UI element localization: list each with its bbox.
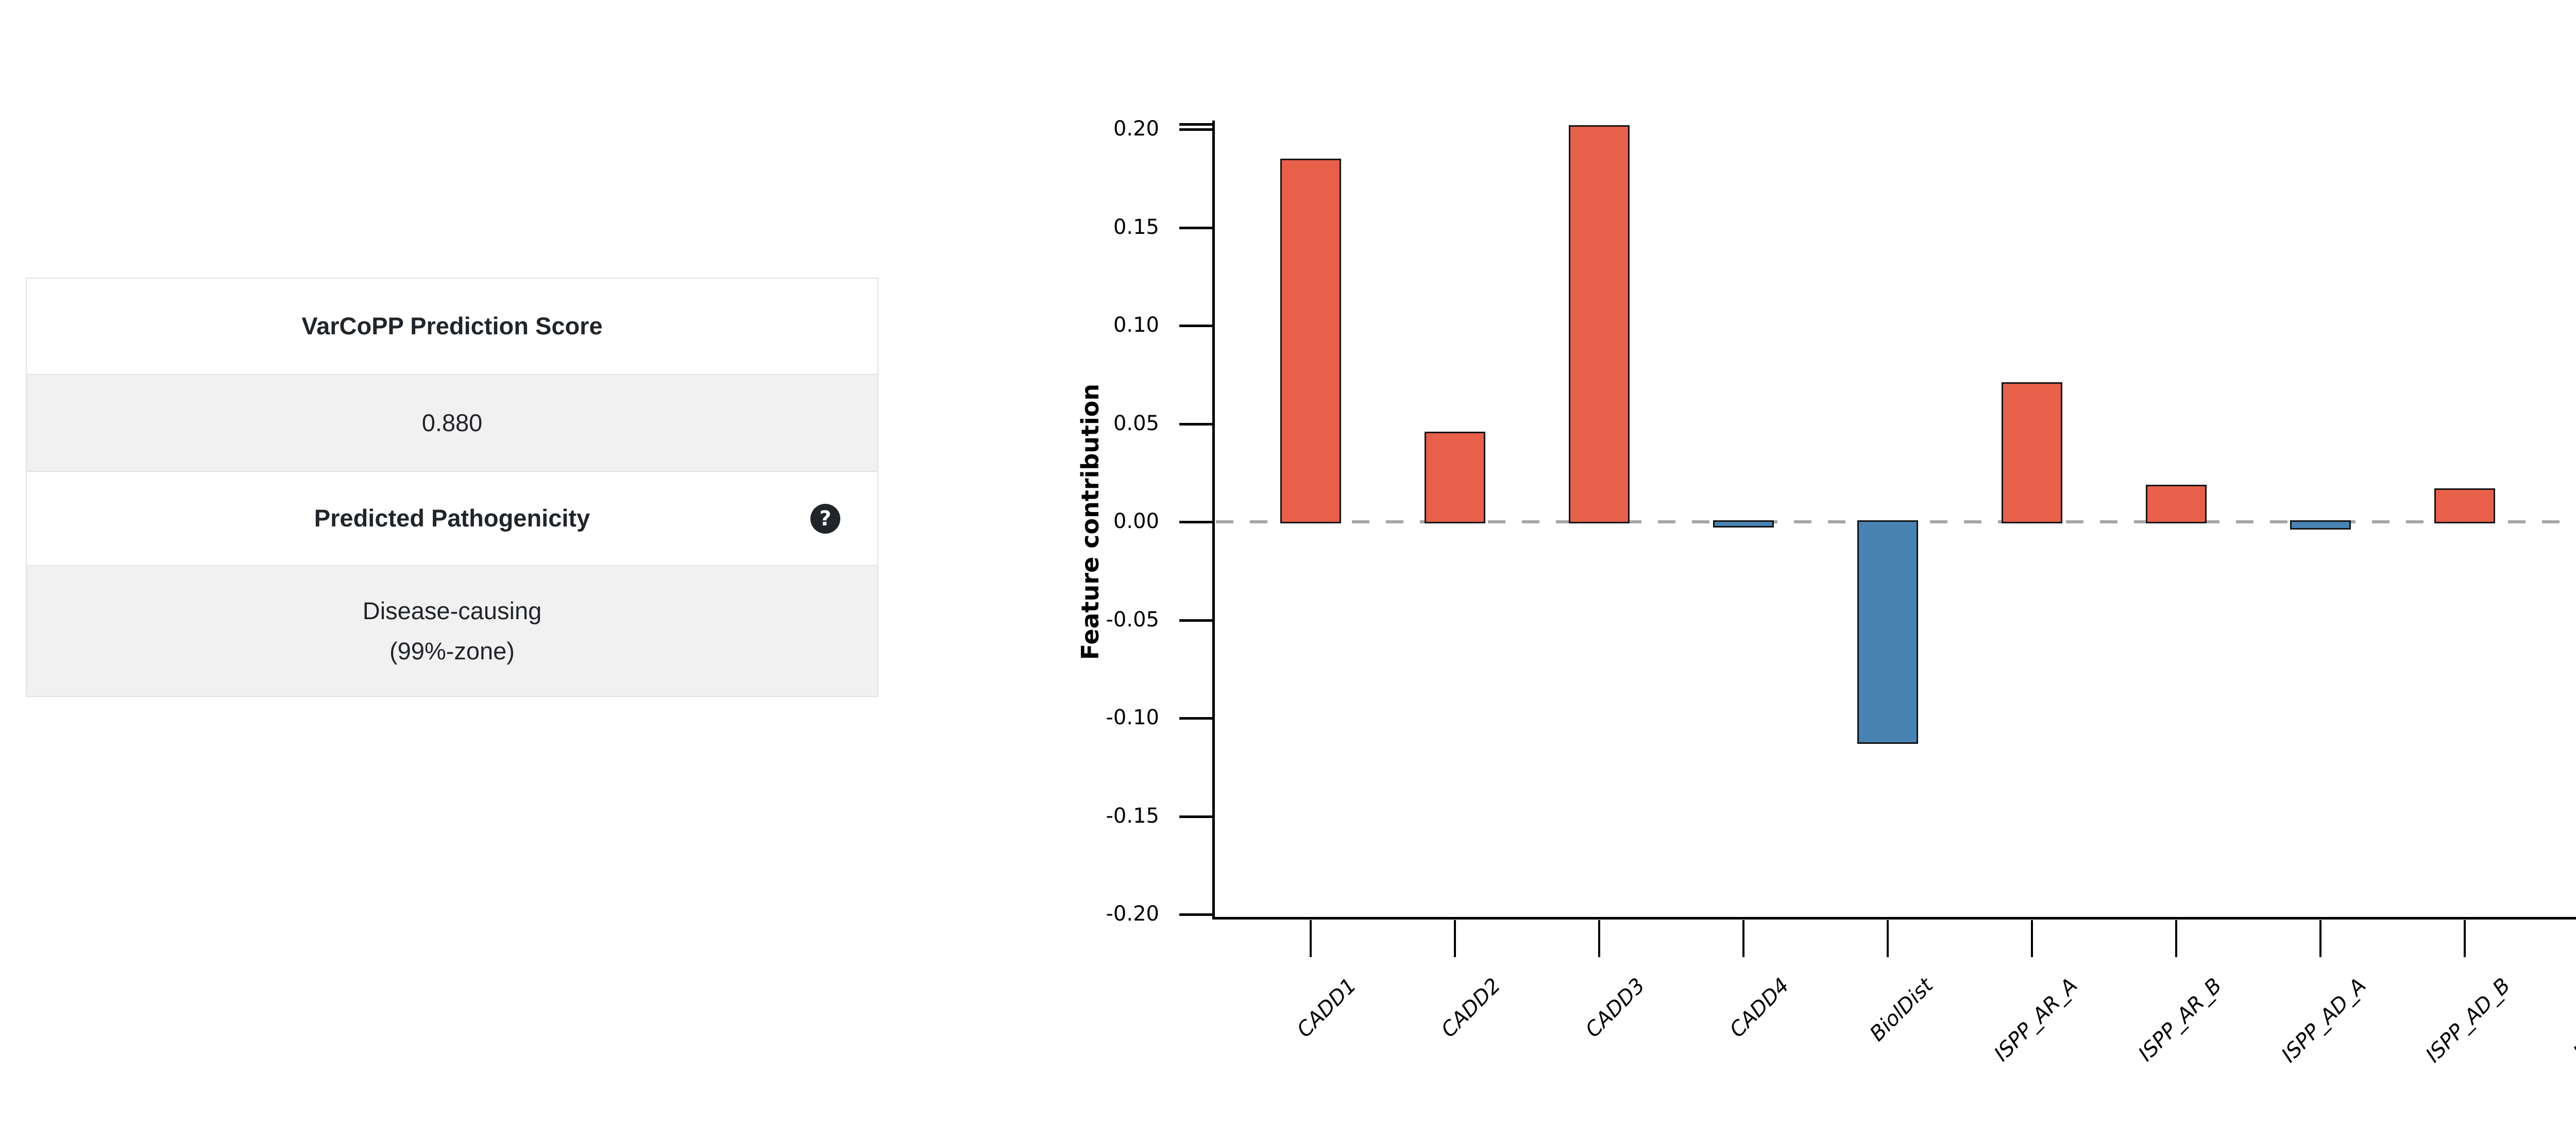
y-tick-label: -0.05 bbox=[1106, 607, 1160, 632]
pathogenicity-header-row: Predicted Pathogenicity ? bbox=[27, 472, 877, 566]
y-tick-label: 0.20 bbox=[1113, 117, 1159, 141]
score-value-row: 0.880 bbox=[27, 375, 877, 472]
bar-CADD3 bbox=[1569, 125, 1630, 523]
y-tick bbox=[1179, 325, 1212, 327]
y-tick-label: 0.15 bbox=[1113, 215, 1159, 239]
y-axis-title: Feature contribution bbox=[1076, 383, 1104, 660]
y-tick bbox=[1179, 815, 1212, 818]
x-tick-ISPP_AR_B bbox=[2175, 920, 2177, 957]
y-tick bbox=[1179, 913, 1212, 916]
question-circle-icon[interactable]: ? bbox=[810, 503, 840, 534]
x-tick-label-CADD2: CADD2 bbox=[1436, 974, 1505, 1043]
y-tick bbox=[1179, 521, 1212, 523]
y-tick bbox=[1179, 619, 1212, 622]
bar-ISPP_AR_B bbox=[2146, 484, 2207, 523]
x-tick-CADD1 bbox=[1310, 920, 1312, 957]
y-tick-label: -0.20 bbox=[1106, 902, 1160, 926]
prediction-score-table: VarCoPP Prediction Score 0.880 Predicted… bbox=[26, 278, 878, 697]
bar-ISPP_AD_A bbox=[2290, 520, 2351, 530]
pathogenicity-value-line1: Disease-causing bbox=[362, 597, 542, 624]
pathogenicity-value-row: Disease-causing (99%-zone) bbox=[27, 566, 877, 696]
x-tick-label-ISPP_AR_B: ISPP_AR_B bbox=[2133, 974, 2227, 1066]
x-tick-ISPP_AD_B bbox=[2464, 920, 2466, 957]
x-tick-ISPP_AR_A bbox=[2031, 920, 2033, 957]
bar-ISPP_AD_B bbox=[2434, 488, 2495, 523]
x-tick-label-BiolDist: BiolDist bbox=[1866, 974, 1938, 1046]
x-tick-label-CADD3: CADD3 bbox=[1581, 974, 1650, 1043]
y-tick bbox=[1179, 226, 1212, 229]
bar-CADD4 bbox=[1713, 520, 1774, 528]
x-tick-BiolDist bbox=[1887, 920, 1889, 957]
y-tick bbox=[1179, 128, 1212, 131]
x-tick-label-ISPP_AD_B: ISPP_AD_B bbox=[2421, 974, 2515, 1067]
bar-CADD1 bbox=[1280, 159, 1341, 523]
bar-CADD2 bbox=[1425, 431, 1485, 523]
pathogenicity-header-label: Predicted Pathogenicity bbox=[314, 504, 590, 532]
y-tick-label: 0.00 bbox=[1113, 509, 1159, 534]
y-tick-label: 0.05 bbox=[1113, 411, 1159, 435]
x-tick-CADD4 bbox=[1742, 920, 1744, 957]
x-tick-CADD3 bbox=[1598, 920, 1600, 957]
bar-BiolDist bbox=[1857, 520, 1918, 744]
y-tick-label: -0.10 bbox=[1106, 706, 1160, 730]
y-tick-label: 0.10 bbox=[1113, 313, 1159, 337]
x-tick-label-CADD4: CADD4 bbox=[1725, 974, 1794, 1043]
x-tick-label-ISPP_AR_A: ISPP_AR_A bbox=[1989, 974, 2082, 1066]
score-header-label: VarCoPP Prediction Score bbox=[301, 312, 603, 340]
x-tick-label-ISPP_AD_A: ISPP_AD_A bbox=[2277, 974, 2371, 1067]
x-tick-ISPP_AD_A bbox=[2319, 920, 2321, 957]
x-tick-label-ISPP_XL_A: ISPP_XL_A bbox=[2568, 974, 2576, 1064]
y-tick bbox=[1179, 422, 1212, 426]
y-axis-top-cap bbox=[1179, 123, 1215, 126]
score-value: 0.880 bbox=[421, 409, 483, 436]
bar-ISPP_AR_A bbox=[2002, 382, 2062, 523]
x-axis-line bbox=[1212, 917, 2576, 920]
y-tick-label: -0.15 bbox=[1106, 804, 1160, 828]
x-tick-CADD2 bbox=[1454, 920, 1456, 957]
pathogenicity-value-line2: (99%-zone) bbox=[389, 637, 515, 665]
x-tick-label-CADD1: CADD1 bbox=[1292, 974, 1361, 1043]
y-axis-line bbox=[1212, 121, 1215, 918]
y-tick bbox=[1179, 717, 1212, 720]
score-header-row: VarCoPP Prediction Score bbox=[27, 279, 877, 375]
